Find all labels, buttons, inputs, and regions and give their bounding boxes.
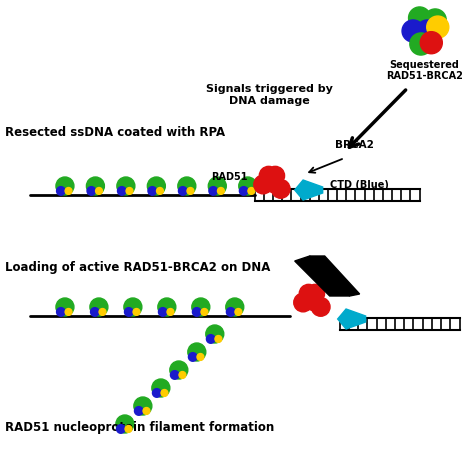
Circle shape <box>227 308 235 316</box>
Circle shape <box>87 187 96 195</box>
Text: BRCA2: BRCA2 <box>335 140 374 150</box>
Circle shape <box>409 7 431 29</box>
Circle shape <box>259 166 278 185</box>
Text: Signals triggered by
DNA damage: Signals triggered by DNA damage <box>206 84 333 106</box>
Circle shape <box>86 177 104 195</box>
Circle shape <box>153 389 161 397</box>
Circle shape <box>171 371 179 379</box>
Text: CTD (Blue): CTD (Blue) <box>330 180 389 190</box>
Circle shape <box>158 298 176 316</box>
Circle shape <box>56 308 65 316</box>
Circle shape <box>188 343 206 361</box>
Text: Resected ssDNA coated with RPA: Resected ssDNA coated with RPA <box>5 127 225 139</box>
Circle shape <box>134 397 152 415</box>
Circle shape <box>197 354 204 360</box>
Circle shape <box>272 180 290 198</box>
Circle shape <box>125 308 133 316</box>
Circle shape <box>311 298 330 316</box>
Circle shape <box>239 187 248 195</box>
Text: RAD51 nucleoprotein filament formation: RAD51 nucleoprotein filament formation <box>5 421 274 435</box>
Circle shape <box>305 292 323 311</box>
Circle shape <box>178 187 187 195</box>
Text: Sequestered
RAD51-BRCA2: Sequestered RAD51-BRCA2 <box>386 60 463 81</box>
Circle shape <box>65 309 72 315</box>
Circle shape <box>420 32 442 54</box>
Circle shape <box>209 187 218 195</box>
Circle shape <box>226 298 244 316</box>
Circle shape <box>192 308 201 316</box>
Circle shape <box>156 188 164 194</box>
Circle shape <box>239 177 257 195</box>
Circle shape <box>116 415 134 433</box>
Circle shape <box>125 426 132 432</box>
Circle shape <box>133 309 140 315</box>
Circle shape <box>402 20 424 42</box>
Circle shape <box>99 309 106 315</box>
Circle shape <box>427 16 449 38</box>
Circle shape <box>56 187 65 195</box>
Circle shape <box>91 308 99 316</box>
Circle shape <box>254 175 273 194</box>
Circle shape <box>118 187 126 195</box>
Circle shape <box>117 425 125 433</box>
Circle shape <box>192 298 210 316</box>
Circle shape <box>56 298 74 316</box>
Circle shape <box>179 372 186 378</box>
Circle shape <box>56 177 74 195</box>
Circle shape <box>143 408 150 414</box>
Text: Loading of active RAD51-BRCA2 on DNA: Loading of active RAD51-BRCA2 on DNA <box>5 262 270 274</box>
Circle shape <box>416 20 438 42</box>
Circle shape <box>170 361 188 379</box>
Circle shape <box>65 188 72 194</box>
Circle shape <box>410 33 432 55</box>
Polygon shape <box>337 309 365 329</box>
Circle shape <box>266 166 284 185</box>
Circle shape <box>207 335 215 343</box>
Circle shape <box>294 293 312 312</box>
Circle shape <box>126 188 133 194</box>
Circle shape <box>215 336 222 342</box>
Polygon shape <box>310 256 360 296</box>
Circle shape <box>167 309 174 315</box>
Circle shape <box>117 177 135 195</box>
Circle shape <box>206 325 224 343</box>
Circle shape <box>147 177 165 195</box>
Circle shape <box>424 9 446 31</box>
Circle shape <box>306 284 325 303</box>
Circle shape <box>235 309 242 315</box>
Circle shape <box>135 407 143 415</box>
Circle shape <box>201 309 208 315</box>
Circle shape <box>208 177 226 195</box>
Circle shape <box>218 188 224 194</box>
Circle shape <box>90 298 108 316</box>
Circle shape <box>189 353 197 361</box>
Circle shape <box>124 298 142 316</box>
Circle shape <box>299 284 318 303</box>
Circle shape <box>161 390 168 396</box>
Circle shape <box>152 379 170 397</box>
Circle shape <box>265 174 283 193</box>
Polygon shape <box>295 256 350 296</box>
Circle shape <box>148 187 156 195</box>
Circle shape <box>158 308 167 316</box>
Circle shape <box>248 188 255 194</box>
Polygon shape <box>295 180 323 200</box>
Circle shape <box>178 177 196 195</box>
Text: RAD51: RAD51 <box>211 172 248 182</box>
Circle shape <box>187 188 194 194</box>
Circle shape <box>96 188 102 194</box>
